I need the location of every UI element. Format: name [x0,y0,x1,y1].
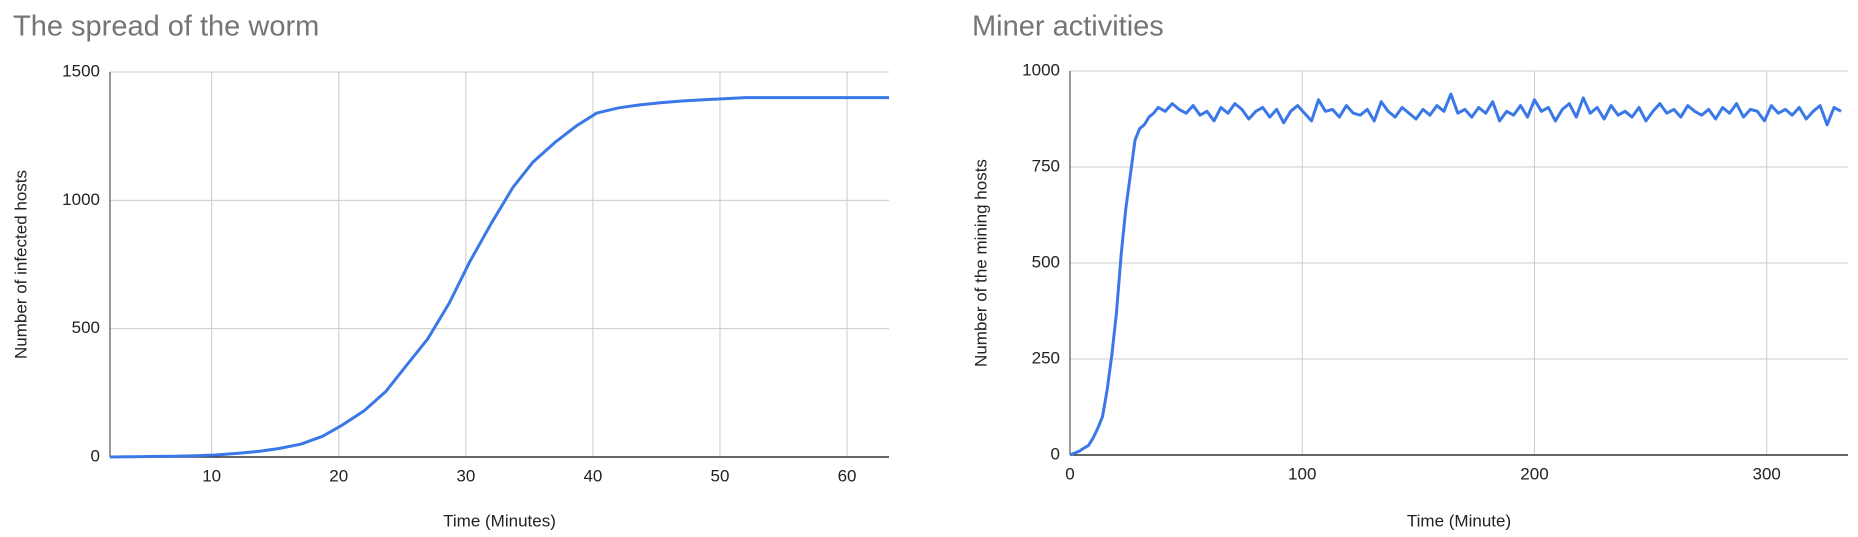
chart-title: Miner activities [972,11,1164,43]
x-tick-label: 50 [711,466,730,485]
y-tick-label: 500 [1032,252,1060,271]
y-tick-label: 750 [1032,156,1060,175]
y-tick-label: 1000 [1022,60,1060,79]
chart-title: The spread of the worm [13,11,319,43]
line-series [1069,92,1842,457]
x-tick-label: 200 [1520,464,1548,483]
y-tick-label: 250 [1032,348,1060,367]
x-tick-label: 20 [329,466,348,485]
x-tick-label: 40 [583,466,602,485]
x-tick-label: 0 [1065,464,1074,483]
y-tick-label: 0 [1051,444,1060,463]
x-tick-label: 10 [202,466,221,485]
x-tick-label: 300 [1753,464,1781,483]
x-tick-label: 100 [1288,464,1316,483]
x-axis-label: Time (Minutes) [443,511,556,530]
chart: Miner activities 0 250 500 750 1000 0 100 200 300… [971,11,1848,530]
y-tick-label: 1000 [62,190,100,209]
y-tick-label: 500 [72,318,100,337]
chart: The spread of the worm 0 500 1000 1500 10 20 30… [11,11,889,530]
x-tick-label: 30 [456,466,475,485]
y-axis-label: Number of infected hosts [11,170,30,359]
line-series [109,96,889,459]
y-tick-label: 1500 [62,61,100,80]
x-tick-label: 60 [838,466,857,485]
x-axis-label: Time (Minute) [1407,511,1511,530]
y-axis-label: Number of the mining hosts [971,159,990,367]
y-tick-label: 0 [91,446,100,465]
